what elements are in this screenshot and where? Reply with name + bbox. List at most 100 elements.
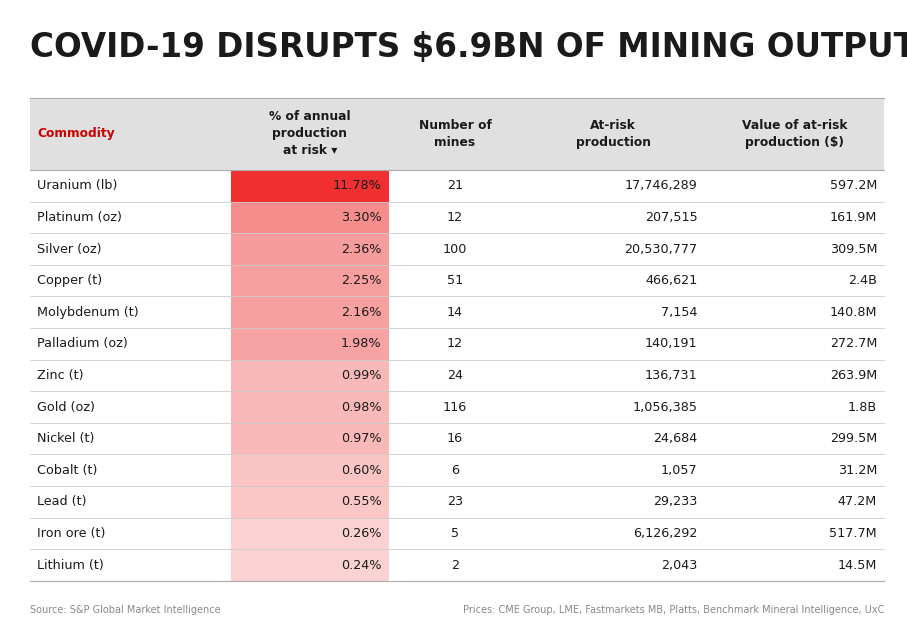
Text: 2.25%: 2.25%	[341, 274, 382, 287]
Text: 51: 51	[447, 274, 463, 287]
Text: 263.9M: 263.9M	[830, 369, 877, 382]
Text: Cobalt (t): Cobalt (t)	[37, 464, 98, 477]
Text: Iron ore (t): Iron ore (t)	[37, 527, 105, 540]
Text: 161.9M: 161.9M	[830, 211, 877, 224]
Bar	[30, 360, 884, 391]
Bar	[230, 486, 389, 518]
Text: Source: S&P Global Market Intelligence: Source: S&P Global Market Intelligence	[30, 605, 220, 615]
Bar	[30, 98, 884, 170]
Bar	[230, 549, 389, 581]
Bar	[230, 328, 389, 360]
Text: 24: 24	[447, 369, 463, 382]
Text: 136,731: 136,731	[645, 369, 697, 382]
Text: 1.8B: 1.8B	[848, 401, 877, 413]
Text: Lithium (t): Lithium (t)	[37, 559, 104, 571]
Bar	[30, 202, 884, 233]
Text: 23: 23	[447, 495, 463, 508]
Text: Number of
mines: Number of mines	[418, 119, 492, 149]
Text: 16: 16	[447, 432, 463, 445]
Bar	[230, 454, 389, 486]
Text: Zinc (t): Zinc (t)	[37, 369, 83, 382]
Text: Prices: CME Group, LME, Fastmarkets MB, Platts, Benchmark Mineral Intelligence, : Prices: CME Group, LME, Fastmarkets MB, …	[463, 605, 884, 615]
Text: 2: 2	[451, 559, 459, 571]
Text: Uranium (lb): Uranium (lb)	[37, 180, 118, 192]
Bar	[230, 170, 389, 202]
Bar	[30, 518, 884, 549]
Text: 299.5M: 299.5M	[830, 432, 877, 445]
Text: 7,154: 7,154	[661, 306, 697, 319]
Bar	[230, 202, 389, 233]
Text: Value of at-risk
production ($): Value of at-risk production ($)	[742, 119, 847, 149]
Bar	[30, 486, 884, 518]
Text: 2.16%: 2.16%	[341, 306, 382, 319]
Text: % of annual
production
at risk ▾: % of annual production at risk ▾	[269, 110, 351, 158]
Text: 5: 5	[451, 527, 459, 540]
Bar	[30, 549, 884, 581]
Bar	[30, 423, 884, 454]
Text: 517.7M: 517.7M	[829, 527, 877, 540]
Text: 11.78%: 11.78%	[333, 180, 382, 192]
Text: 0.60%: 0.60%	[341, 464, 382, 477]
Text: 0.26%: 0.26%	[341, 527, 382, 540]
Text: Palladium (oz): Palladium (oz)	[37, 338, 128, 350]
Bar	[230, 423, 389, 454]
Text: 47.2M: 47.2M	[838, 495, 877, 508]
Text: 0.24%: 0.24%	[341, 559, 382, 571]
Bar	[30, 170, 884, 202]
Text: 272.7M: 272.7M	[830, 338, 877, 350]
Bar	[230, 391, 389, 423]
Text: 24,684: 24,684	[653, 432, 697, 445]
Text: 20,530,777: 20,530,777	[625, 243, 697, 256]
Bar	[230, 360, 389, 391]
Bar	[30, 328, 884, 360]
Text: 0.55%: 0.55%	[341, 495, 382, 508]
Text: 29,233: 29,233	[653, 495, 697, 508]
Bar	[30, 297, 884, 328]
Text: 6: 6	[451, 464, 459, 477]
Text: 1,056,385: 1,056,385	[633, 401, 697, 413]
Text: 309.5M: 309.5M	[830, 243, 877, 256]
Text: 0.97%: 0.97%	[341, 432, 382, 445]
Text: Copper (t): Copper (t)	[37, 274, 102, 287]
Text: Commodity: Commodity	[37, 127, 115, 140]
Text: 6,126,292: 6,126,292	[633, 527, 697, 540]
Text: 100: 100	[443, 243, 467, 256]
Text: At-risk
production: At-risk production	[576, 119, 650, 149]
Text: Lead (t): Lead (t)	[37, 495, 87, 508]
Text: Platinum (oz): Platinum (oz)	[37, 211, 122, 224]
Bar	[230, 265, 389, 297]
Bar	[230, 297, 389, 328]
Text: 116: 116	[443, 401, 467, 413]
Text: 140,191: 140,191	[645, 338, 697, 350]
Text: 2,043: 2,043	[661, 559, 697, 571]
Text: 21: 21	[447, 180, 463, 192]
Bar	[30, 233, 884, 265]
Bar	[30, 265, 884, 297]
Text: COVID-19 DISRUPTS $6.9BN OF MINING OUTPUT: COVID-19 DISRUPTS $6.9BN OF MINING OUTPU…	[30, 31, 907, 64]
Text: Gold (oz): Gold (oz)	[37, 401, 95, 413]
Text: 12: 12	[447, 211, 463, 224]
Text: 1,057: 1,057	[661, 464, 697, 477]
Bar	[230, 518, 389, 549]
Text: Molybdenum (t): Molybdenum (t)	[37, 306, 139, 319]
Text: 2.4B: 2.4B	[848, 274, 877, 287]
Text: 3.30%: 3.30%	[341, 211, 382, 224]
Text: 466,621: 466,621	[646, 274, 697, 287]
Text: 597.2M: 597.2M	[830, 180, 877, 192]
Text: 2.36%: 2.36%	[341, 243, 382, 256]
Text: 12: 12	[447, 338, 463, 350]
Text: 1.98%: 1.98%	[341, 338, 382, 350]
Text: 31.2M: 31.2M	[838, 464, 877, 477]
Bar	[30, 391, 884, 423]
Text: Nickel (t): Nickel (t)	[37, 432, 94, 445]
Bar	[30, 454, 884, 486]
Text: 0.98%: 0.98%	[341, 401, 382, 413]
Text: 207,515: 207,515	[645, 211, 697, 224]
Text: 0.99%: 0.99%	[341, 369, 382, 382]
Text: 140.8M: 140.8M	[830, 306, 877, 319]
Text: 17,746,289: 17,746,289	[625, 180, 697, 192]
Bar	[230, 233, 389, 265]
Text: 14.5M: 14.5M	[838, 559, 877, 571]
Text: Silver (oz): Silver (oz)	[37, 243, 102, 256]
Text: 14: 14	[447, 306, 463, 319]
